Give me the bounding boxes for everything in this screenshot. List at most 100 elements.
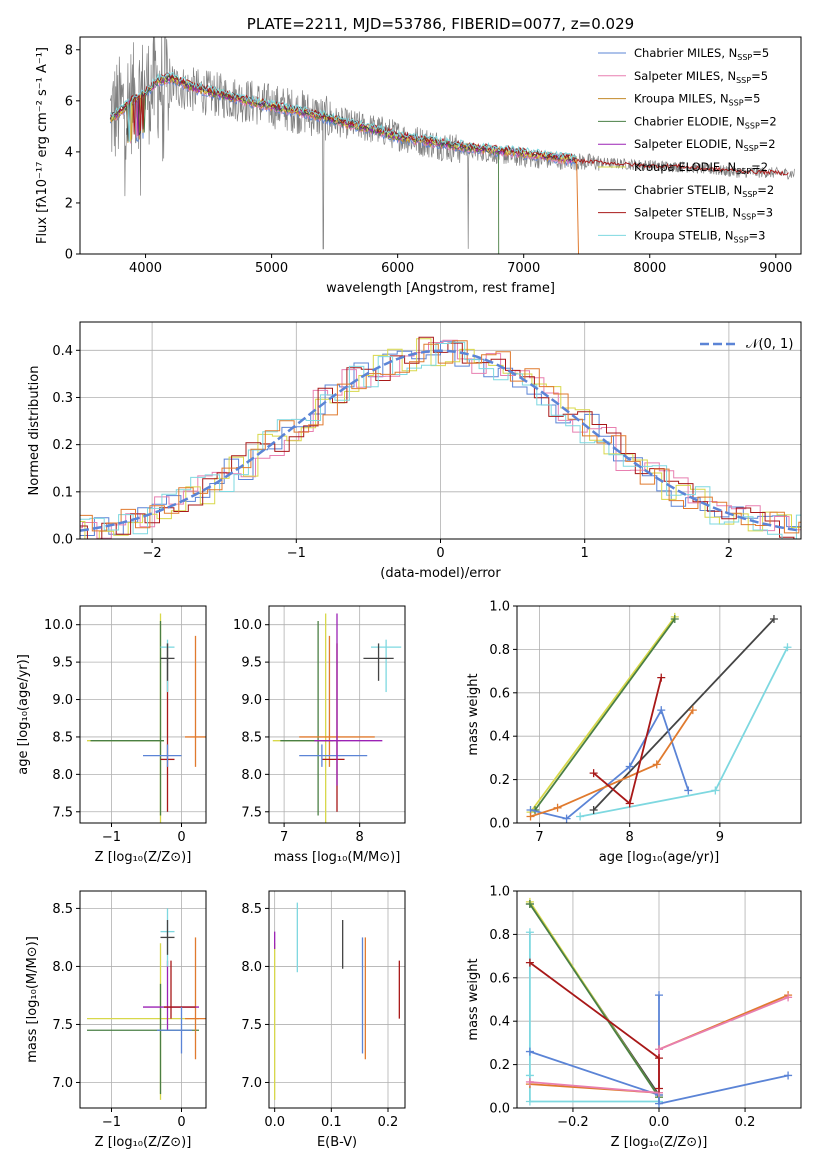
y-tick-label: 0.0 xyxy=(489,1102,510,1117)
y-tick-label: 7.5 xyxy=(52,1018,73,1033)
weight-series xyxy=(576,643,792,821)
x-tick-label: −1 xyxy=(102,1115,121,1130)
weight-marker xyxy=(688,706,697,715)
x-axis-label: wavelength [Angstrom, rest frame] xyxy=(326,281,555,296)
legend-label: Kroupa MILES, NSSP=5 xyxy=(634,92,760,108)
y-axis-label: age [log₁₀(age/yr)] xyxy=(16,654,31,775)
normal-curve xyxy=(80,349,801,532)
axes-frame xyxy=(79,605,207,824)
error-bar-point xyxy=(185,635,206,767)
y-tick-label: 0.0 xyxy=(52,533,73,548)
y-axis-label: mass weight xyxy=(466,958,481,1040)
y-axis-label: Normed distribution xyxy=(27,366,42,496)
weight-marker xyxy=(783,643,792,652)
weight-marker xyxy=(525,1097,534,1106)
x-tick-label: 0.0 xyxy=(649,1115,670,1130)
plot-area xyxy=(272,613,402,823)
y-tick-label: 2 xyxy=(65,196,73,211)
x-axis-label: E(B-V) xyxy=(317,1135,357,1150)
x-tick-label: 8 xyxy=(356,830,364,845)
x-tick-label: 7 xyxy=(535,830,543,845)
legend-label: Kroupa STELIB, NSSP=3 xyxy=(634,228,765,244)
weight-marker xyxy=(553,803,562,812)
error-bar-point xyxy=(87,613,164,823)
y-tick-label: 0.8 xyxy=(489,643,510,658)
weight-marker xyxy=(652,760,661,769)
weight-line xyxy=(530,707,690,820)
y-tick-label: 8.0 xyxy=(52,768,73,783)
x-tick-label: 6000 xyxy=(381,261,414,276)
weight-marker xyxy=(525,1047,534,1056)
y-tick-label: 9.5 xyxy=(52,656,73,671)
weight-marker xyxy=(562,814,571,823)
y-axis-label: mass [log₁₀(M/M⊙)] xyxy=(25,936,40,1063)
y-tick-label: 0.4 xyxy=(489,1015,510,1030)
x-axis-label: mass [log₁₀(M/M⊙)] xyxy=(274,850,401,865)
y-tick-label: 0.1 xyxy=(52,485,73,500)
weight-marker xyxy=(525,928,534,937)
y-tick-label: 0.2 xyxy=(489,773,510,788)
weight-marker xyxy=(655,991,663,1000)
x-tick-label: 1 xyxy=(581,546,589,561)
x-axis-label: Z [log₁₀(Z/Z⊙)] xyxy=(95,1135,192,1150)
y-tick-label: 7.0 xyxy=(241,1076,262,1091)
legend-label: Chabrier MILES, NSSP=5 xyxy=(634,46,769,62)
weight-line xyxy=(529,932,659,1103)
x-tick-label: 9 xyxy=(716,830,724,845)
weight-line xyxy=(592,618,775,811)
y-tick-label: 9.0 xyxy=(241,693,262,708)
error-bar-point xyxy=(87,983,199,1095)
plot-area xyxy=(525,897,793,1108)
weight-marker xyxy=(711,786,720,795)
weight-marker xyxy=(625,799,634,808)
panel-EBV-mass: 0.0 0.1 0.2 7.0 7.5 8.0 8.5 E(B-V) xyxy=(241,890,406,1150)
error-bar-point xyxy=(314,613,383,786)
plot-area xyxy=(80,336,801,539)
x-tick-label: 0.1 xyxy=(321,1115,342,1130)
y-tick-label: 0 xyxy=(65,248,73,263)
histogram-series xyxy=(80,340,801,536)
y-tick-label: 0.6 xyxy=(489,971,510,986)
weight-series xyxy=(525,900,663,1102)
weight-marker xyxy=(625,762,634,771)
histogram-series xyxy=(80,341,801,539)
x-tick-label: 2 xyxy=(725,546,733,561)
panel-residuals: −2 −1 0 1 2 0.0 0.1 0.2 0.3 0.4 (data-model)/error… xyxy=(27,321,802,581)
weight-marker xyxy=(657,673,666,682)
plot-area xyxy=(526,612,792,823)
y-tick-label: 0.2 xyxy=(52,438,73,453)
y-tick-label: 9.0 xyxy=(52,693,73,708)
x-tick-label: 0 xyxy=(177,830,185,845)
x-tick-label: 7 xyxy=(280,830,288,845)
y-tick-label: 7.0 xyxy=(52,1076,73,1091)
weight-line xyxy=(593,677,663,806)
panel-Z-age: −1 0 7.5 8.0 8.5 9.0 9.5 10.0 Z [log₁₀(Z/Z⊙)] age… xyxy=(16,605,207,865)
x-tick-label: −0.2 xyxy=(557,1115,589,1130)
legend-label: Salpeter ELODIE, NSSP=2 xyxy=(634,137,776,153)
x-tick-label: 0.2 xyxy=(378,1115,399,1130)
weight-marker xyxy=(576,812,585,821)
x-tick-label: −1 xyxy=(102,830,121,845)
histogram-series xyxy=(80,338,801,539)
x-tick-label: 9000 xyxy=(759,261,792,276)
axes-frame xyxy=(79,890,207,1109)
legend: 𝒩(0, 1) xyxy=(700,337,793,352)
x-tick-label: 0 xyxy=(436,546,444,561)
weight-marker xyxy=(684,786,693,795)
weight-marker xyxy=(655,1045,663,1054)
panel-Z-weight: −0.2 0.0 0.2 0.0 0.2 0.4 0.6 0.8 1.0 Z [log₁₀(Z/Z… xyxy=(466,885,802,1150)
axes-frame xyxy=(268,605,406,824)
y-tick-label: 0.4 xyxy=(489,730,510,745)
y-tick-label: 8.5 xyxy=(52,730,73,745)
legend-label: Chabrier ELODIE, NSSP=2 xyxy=(634,114,777,130)
y-tick-label: 8 xyxy=(65,43,73,58)
error-bar-point xyxy=(143,744,182,767)
error-bar-point xyxy=(272,613,341,823)
x-axis-label: age [log₁₀(age/yr)] xyxy=(599,850,720,865)
axes-frame xyxy=(268,890,406,1109)
x-tick-label: −1 xyxy=(287,546,306,561)
y-tick-label: 8.5 xyxy=(241,730,262,745)
y-tick-label: 0.0 xyxy=(489,817,510,832)
weight-marker xyxy=(526,812,535,821)
weight-series xyxy=(525,928,663,1106)
